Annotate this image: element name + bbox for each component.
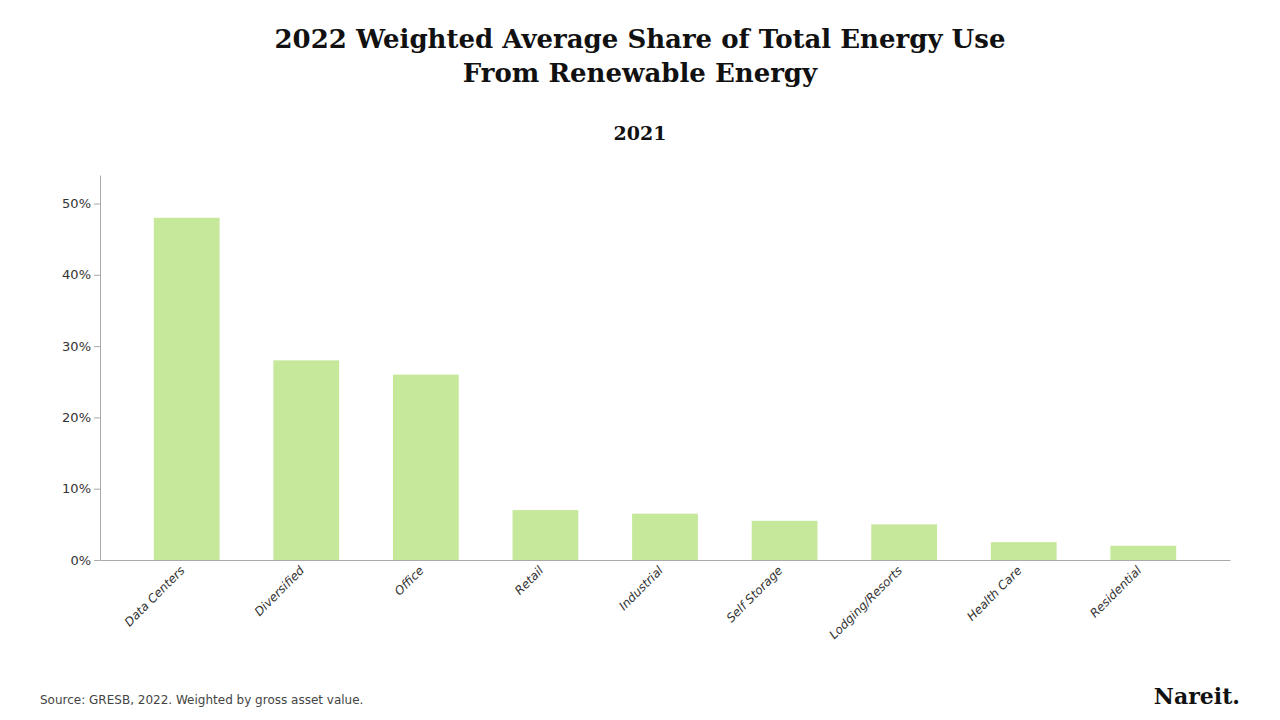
x-tick: Self Storage xyxy=(724,563,786,625)
bar xyxy=(752,521,818,560)
x-tick-label: Lodging/Resorts xyxy=(826,563,905,642)
x-tick: Data Centers xyxy=(122,563,188,629)
x-tick: Residential xyxy=(1087,563,1144,620)
y-tick-label: 20% xyxy=(62,410,91,425)
chart-svg: 2022 Weighted Average Share of Total Ene… xyxy=(0,0,1280,720)
y-tick-mark xyxy=(94,275,100,276)
y-tick: 30% xyxy=(62,339,100,354)
bar xyxy=(273,360,339,560)
x-tick: Diversified xyxy=(252,563,308,619)
x-tick: Retail xyxy=(512,563,547,598)
x-axis: Data Centers Diversified Office Retail Indus… xyxy=(101,561,1231,642)
y-tick-mark xyxy=(94,346,100,347)
x-tick-label: Residential xyxy=(1087,563,1144,620)
y-tick-mark xyxy=(94,204,100,205)
title-line: 2022 Weighted Average Share of Total Ene… xyxy=(275,24,1006,54)
bar xyxy=(632,514,698,560)
x-tick: Health Care xyxy=(964,563,1024,623)
bar xyxy=(513,510,579,560)
bar xyxy=(1110,546,1176,560)
x-tick-label: Industrial xyxy=(616,563,666,613)
bar xyxy=(393,375,459,560)
brand-note: Nareit. xyxy=(1154,683,1240,709)
source-note: Source: GRESB, 2022. Weighted by gross a… xyxy=(40,693,363,707)
y-tick: 0% xyxy=(70,553,100,568)
y-tick: 10% xyxy=(62,481,100,496)
bar xyxy=(991,542,1057,560)
bar xyxy=(154,218,220,560)
y-tick-mark xyxy=(94,417,100,418)
y-axis: 0% 10% 20% 30% 40% 50% xyxy=(62,176,100,568)
plot-area: 0% 10% 20% 30% 40% 50% Data Centers Diversified… xyxy=(62,176,1230,642)
x-tick-label: Office xyxy=(392,563,427,598)
subtitle: 2021 xyxy=(614,122,667,144)
x-tick-label: Self Storage xyxy=(724,563,786,625)
title-line: From Renewable Energy xyxy=(463,58,818,88)
y-tick-mark xyxy=(94,560,100,561)
y-axis-line xyxy=(100,176,101,561)
y-tick-label: 0% xyxy=(70,553,91,568)
y-tick: 50% xyxy=(62,196,100,211)
bars xyxy=(154,218,1176,560)
y-tick-label: 40% xyxy=(62,267,91,282)
chart-container: 2022 Weighted Average Share of Total Ene… xyxy=(0,0,1280,720)
y-tick: 40% xyxy=(62,267,100,282)
y-tick-label: 10% xyxy=(62,481,91,496)
x-tick-label: Health Care xyxy=(964,563,1024,623)
x-tick: Industrial xyxy=(616,563,666,613)
title: 2022 Weighted Average Share of Total Ene… xyxy=(275,24,1006,88)
x-tick: Lodging/Resorts xyxy=(826,563,905,642)
bar xyxy=(871,524,937,560)
x-tick-label: Data Centers xyxy=(122,563,188,629)
y-tick: 20% xyxy=(62,410,100,425)
y-tick-label: 30% xyxy=(62,339,91,354)
x-tick-label: Diversified xyxy=(252,563,308,619)
y-tick-label: 50% xyxy=(62,196,91,211)
x-tick-label: Retail xyxy=(512,563,547,598)
x-tick: Office xyxy=(392,563,427,598)
y-tick-mark xyxy=(94,489,100,490)
x-axis-line xyxy=(101,560,1231,561)
